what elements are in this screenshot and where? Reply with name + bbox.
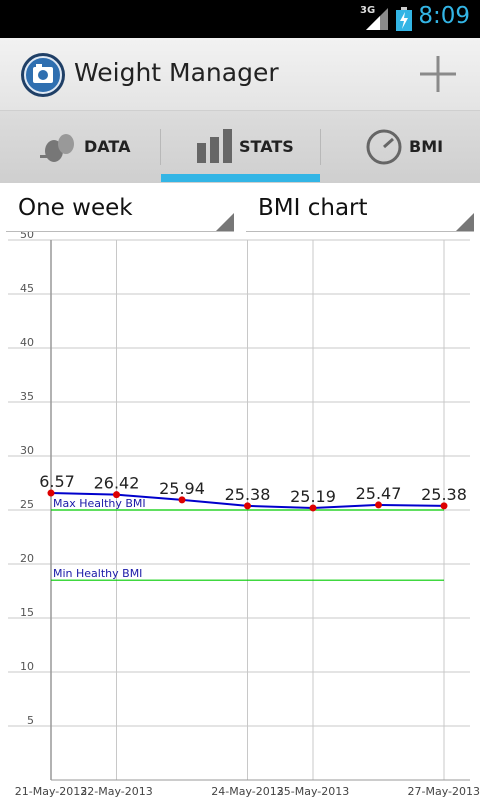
reference-line-label: Max Healthy BMI (53, 497, 146, 510)
data-point (47, 489, 55, 497)
x-tick-label: 21-May-2013 (15, 785, 87, 798)
tab-bar: DATA STATS BMI (0, 111, 480, 183)
y-tick-label: 45 (20, 282, 34, 295)
plus-icon[interactable] (418, 54, 458, 94)
tab-divider (320, 129, 321, 165)
bar-chart-icon (197, 129, 232, 163)
tab-divider (160, 129, 161, 165)
x-tick-label: 27-May-2013 (408, 785, 480, 798)
x-tick-label: 24-May-2013 (211, 785, 283, 798)
data-label: 25.94 (159, 479, 205, 498)
data-label: 6.57 (39, 472, 75, 491)
reference-line-label: Min Healthy BMI (53, 567, 142, 580)
data-point (244, 502, 251, 510)
bmi-chart: 5 10 15 20 25 30 35 40 45 50 21-May-201322-May-201… (8, 232, 480, 798)
tab-label-stats: STATS (239, 137, 294, 156)
data-point (375, 501, 382, 509)
y-tick-label: 5 (27, 714, 34, 727)
spinner-arrow-icon (456, 213, 474, 231)
data-point (309, 504, 317, 512)
weights-icon (40, 134, 74, 162)
battery-charging-icon (396, 7, 412, 31)
spinner-arrow-icon (216, 213, 234, 231)
y-tick-label: 30 (20, 444, 34, 457)
y-tick-label: 25 (20, 498, 34, 511)
scale-camera-icon[interactable] (20, 52, 66, 98)
data-label: 25.38 (421, 485, 467, 504)
tab-bmi[interactable]: BMI (321, 111, 480, 183)
status-bar: 3G 8:09 (0, 0, 480, 38)
data-point (178, 496, 186, 504)
y-tick-label: 50 (20, 232, 34, 241)
data-label: 25.47 (356, 484, 402, 503)
y-tick-label: 40 (20, 336, 34, 349)
period-spinner[interactable]: One week (6, 195, 234, 232)
y-tick-label: 35 (20, 390, 34, 403)
period-value: One week (18, 195, 133, 221)
tab-label-data: DATA (84, 137, 131, 156)
data-point (113, 491, 120, 499)
data-label: 25.19 (290, 487, 336, 506)
app-title: Weight Manager (74, 58, 279, 87)
network-type: 3G (360, 5, 376, 16)
chart-type-spinner[interactable]: BMI chart (246, 195, 474, 232)
gauge-icon (366, 129, 402, 165)
tab-data[interactable]: DATA (0, 111, 160, 183)
data-label: 25.38 (225, 485, 271, 504)
signal-icon (366, 8, 388, 30)
tab-stats[interactable]: STATS (161, 111, 321, 183)
x-tick-label: 25-May-2013 (277, 785, 349, 798)
tab-selected-indicator (161, 174, 320, 182)
y-tick-label: 15 (20, 606, 34, 619)
action-bar: Weight Manager (0, 38, 480, 111)
y-tick-label: 20 (20, 552, 34, 565)
clock: 8:09 (418, 3, 470, 29)
data-label: 26.42 (94, 474, 140, 493)
tab-label-bmi: BMI (409, 137, 444, 156)
data-point (440, 502, 448, 510)
x-tick-label: 22-May-2013 (80, 785, 152, 798)
chart-type-value: BMI chart (258, 195, 368, 221)
y-tick-label: 10 (20, 660, 34, 673)
filter-bar: One week BMI chart (0, 183, 480, 235)
